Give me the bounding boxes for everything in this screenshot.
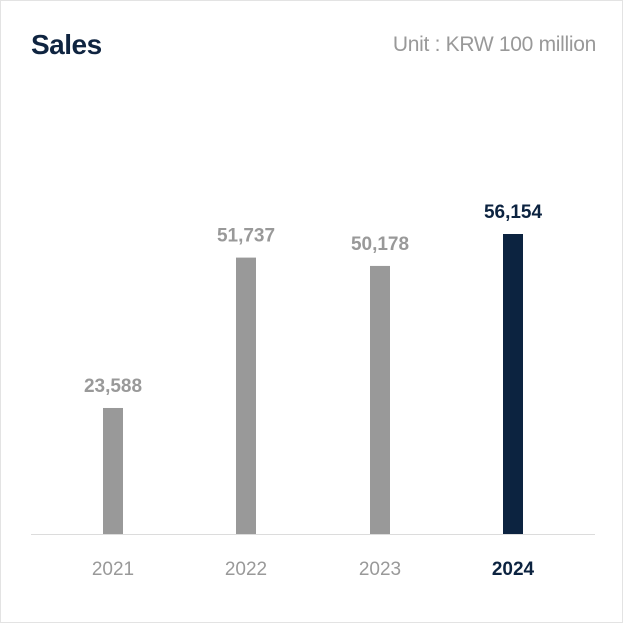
- bar-2024: [503, 234, 523, 534]
- chart-title: Sales: [31, 29, 102, 60]
- x-tick-2021: 2021: [92, 559, 134, 580]
- x-tick-2023: 2023: [359, 559, 401, 580]
- value-label-2023: 50,178: [351, 234, 409, 255]
- value-label-2024: 56,154: [484, 202, 543, 223]
- unit-label: Unit : KRW 100 million: [392, 33, 596, 56]
- value-label-2022: 51,737: [217, 226, 275, 247]
- value-label-2021: 23,588: [84, 376, 142, 397]
- bar-2022: [236, 257, 256, 534]
- x-tick-2024: 2024: [492, 559, 535, 580]
- x-tick-2022: 2022: [225, 559, 267, 580]
- bar-2021: [103, 407, 123, 534]
- bar-2023: [370, 265, 390, 534]
